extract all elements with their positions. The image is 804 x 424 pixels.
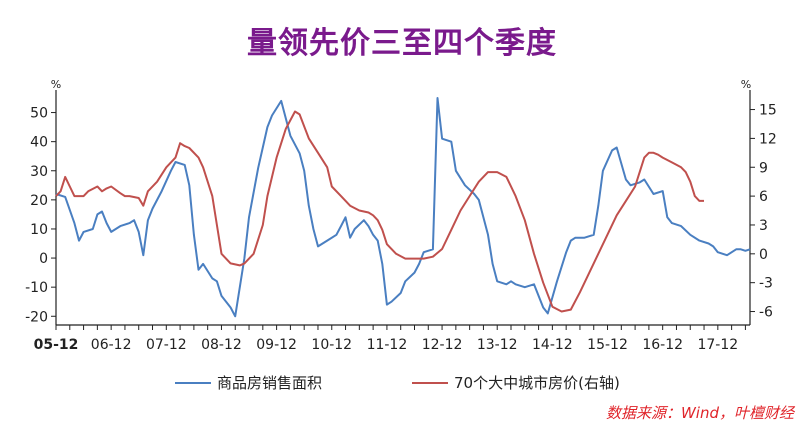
data-source: 数据来源：Wind，叶檀财经	[605, 404, 794, 422]
chart-title: 量领先价三至四个季度	[247, 26, 557, 61]
right-tick-label: 3	[759, 218, 768, 234]
left-axis-unit: %	[51, 78, 61, 91]
legend-swatch-price	[412, 381, 448, 384]
x-tick-label: 12-12	[422, 337, 463, 353]
x-tick-label: 15-12	[587, 337, 628, 353]
x-tick-label: 06-12	[91, 337, 132, 353]
right-tick-label: 9	[759, 160, 768, 176]
x-tick-label: 11-12	[367, 337, 408, 353]
right-tick-label: 0	[759, 247, 768, 263]
left-tick-label: 50	[30, 106, 48, 122]
series-line-sales	[55, 97, 751, 318]
x-tick-label: 09-12	[256, 337, 297, 353]
legend-label-price: 70个大中城市房价(右轴)	[454, 374, 620, 392]
left-tick-label: 30	[30, 164, 48, 180]
x-tick-label: 10-12	[311, 337, 352, 353]
x-tick-label: 17-12	[697, 337, 738, 353]
chart-axes: % % -20 -10 0 10 20 30 40 50 -6 -3 0 3 6 9 12 15 05-12 06-1…	[25, 78, 777, 353]
left-tick-label: 40	[30, 135, 48, 151]
left-tick-label: 0	[39, 251, 48, 267]
left-tick-label: 10	[30, 222, 48, 238]
x-tick-label: 05-12	[34, 337, 79, 353]
series-line-price	[55, 110, 704, 313]
x-tick-label: 13-12	[477, 337, 518, 353]
legend-swatch-sales	[175, 381, 211, 384]
series-layer	[55, 97, 751, 318]
legend-item-sales: 商品房销售面积	[175, 372, 322, 393]
legend-item-price: 70个大中城市房价(右轴)	[412, 372, 620, 393]
right-tick-label: -3	[759, 276, 773, 292]
x-tick-label: 14-12	[532, 337, 573, 353]
right-tick-label: 15	[759, 103, 777, 119]
right-tick-label: 12	[759, 131, 777, 147]
right-axis-unit: %	[741, 78, 751, 91]
right-tick-label: -6	[759, 305, 773, 321]
x-tick-label: 16-12	[642, 337, 683, 353]
right-tick-label: 6	[759, 189, 768, 205]
left-tick-label: -20	[25, 309, 48, 325]
left-tick-label: -10	[25, 280, 48, 296]
x-tick-label: 08-12	[201, 337, 242, 353]
legend-label-sales: 商品房销售面积	[217, 374, 323, 392]
x-tick-label: 07-12	[146, 337, 187, 353]
left-tick-label: 20	[30, 193, 48, 209]
